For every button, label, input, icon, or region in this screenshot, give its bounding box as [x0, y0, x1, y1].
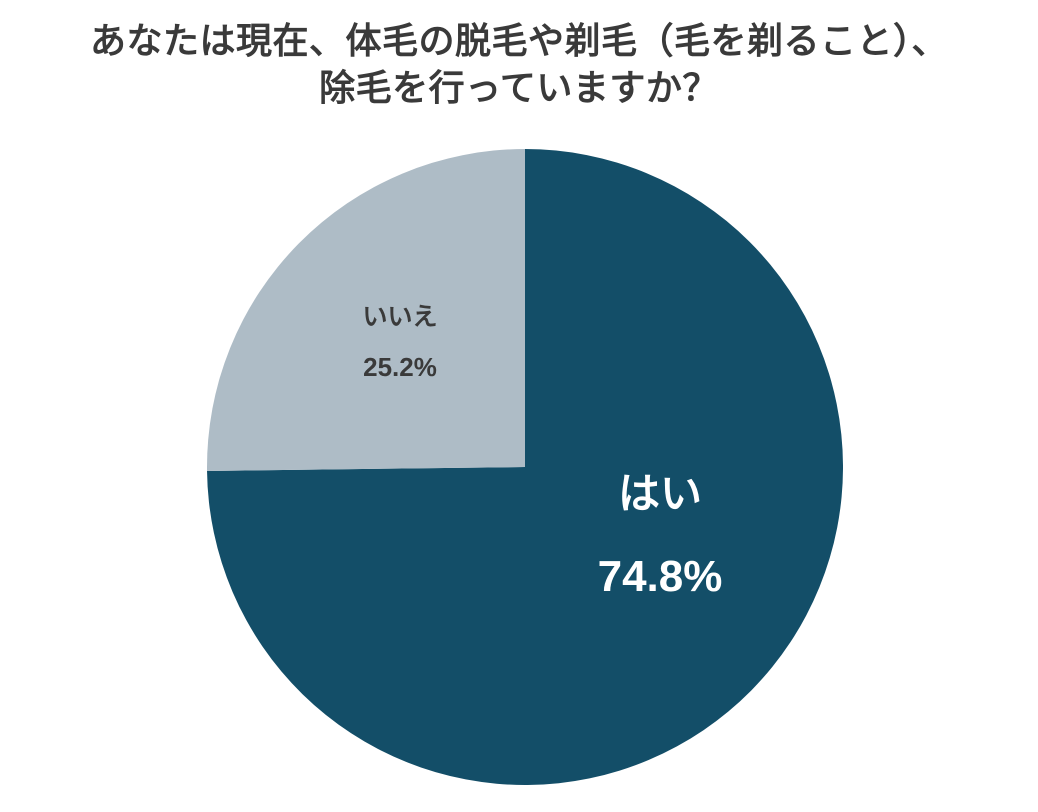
chart-title: あなたは現在、体毛の脱毛や剃毛（毛を剃ること）、 除毛を行っていますか？ [89, 20, 948, 108]
pie-slice-no[interactable] [207, 149, 526, 471]
pie-chart [207, 149, 843, 785]
pie-chart-svg [207, 149, 843, 785]
pie-slice-yes[interactable] [207, 149, 843, 785]
